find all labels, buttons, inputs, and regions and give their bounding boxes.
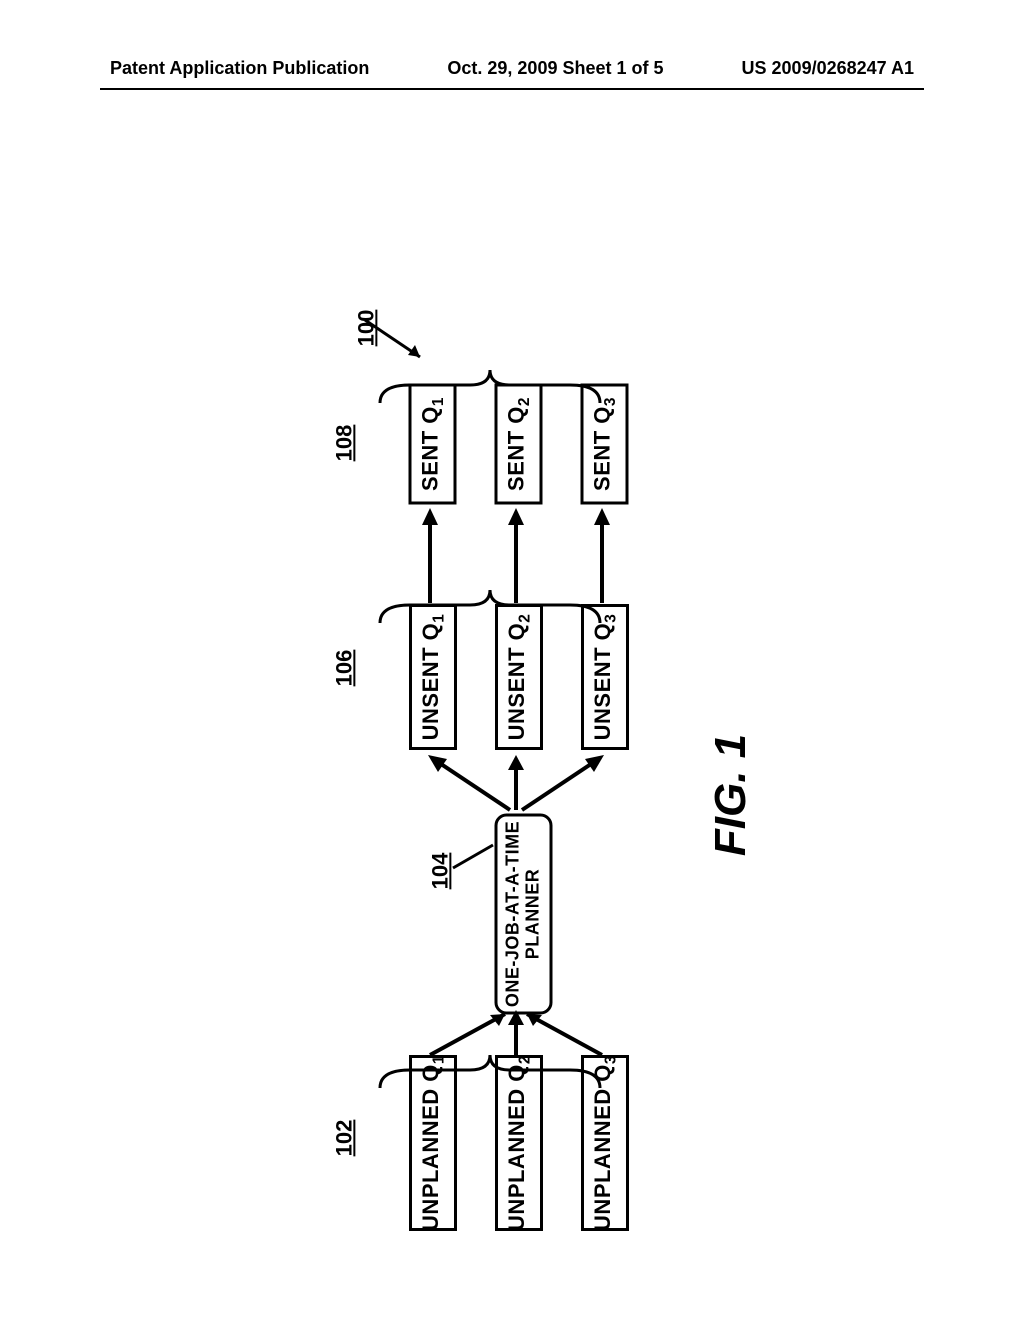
diagram-container: UNPLANNED Q1 UNPLANNED Q2 UNPLANNED Q3 1… — [0, 140, 1024, 1220]
ref-104-tick — [448, 840, 508, 870]
unsent-q1-box: UNSENT Q1 — [409, 604, 457, 750]
unsent-q2-box: UNSENT Q2 — [495, 604, 543, 750]
unsent-q1-label: UNSENT Q1 — [418, 614, 448, 741]
arrows-unplanned-to-planner — [400, 1000, 630, 1060]
ref-106: 106 — [331, 650, 357, 687]
page: Patent Application Publication Oct. 29, … — [0, 0, 1024, 1320]
brace-sent — [370, 365, 610, 405]
ref-102: 102 — [331, 1120, 357, 1157]
unsent-q3-label: UNSENT Q3 — [590, 614, 620, 741]
header-rule — [100, 88, 924, 90]
unsent-q3-box: UNSENT Q3 — [581, 604, 629, 750]
sent-q1-label: SENT Q1 — [417, 397, 447, 491]
header-left: Patent Application Publication — [110, 58, 369, 79]
ref-108: 108 — [331, 425, 357, 462]
sent-q2-label: SENT Q2 — [503, 397, 533, 491]
ref-100-arrow — [360, 315, 440, 365]
planner-label: ONE-JOB-AT-A-TIMEPLANNER — [504, 821, 544, 1007]
figure-label: FIG. 1 — [706, 734, 756, 856]
arrows-planner-to-unsent — [400, 748, 630, 816]
arrows-unsent-to-sent — [400, 503, 630, 608]
header-right: US 2009/0268247 A1 — [742, 58, 914, 79]
sent-q3-label: SENT Q3 — [589, 397, 619, 491]
unsent-q2-label: UNSENT Q2 — [504, 614, 534, 741]
header-center: Oct. 29, 2009 Sheet 1 of 5 — [447, 58, 663, 79]
page-header: Patent Application Publication Oct. 29, … — [0, 58, 1024, 79]
